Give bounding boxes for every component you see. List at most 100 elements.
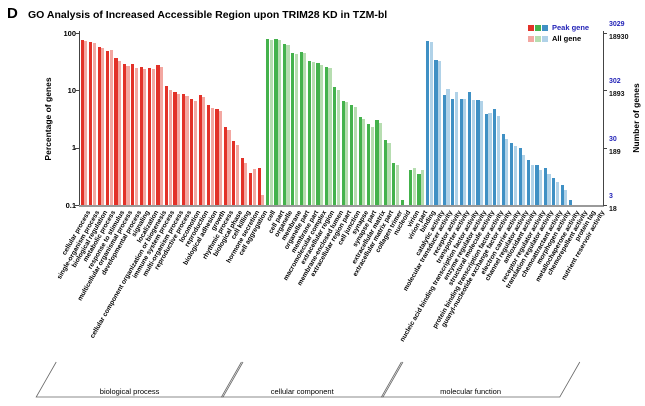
bar-peak-gene [156, 65, 160, 205]
bar-all-gene [294, 54, 298, 205]
bar-all-gene [564, 190, 568, 205]
bar-peak-gene [417, 173, 421, 205]
bar-peak-gene [468, 92, 472, 205]
bar-all-gene [370, 126, 374, 205]
bar-peak-gene [181, 93, 185, 205]
bar-peak-gene [451, 98, 455, 205]
bar-peak-gene [97, 46, 101, 205]
left-tick-label: 0.1 [65, 200, 76, 210]
bar-peak-gene [223, 126, 228, 205]
bar-peak-gene [400, 200, 404, 205]
group-label: biological process [99, 387, 160, 396]
bar-peak-gene [501, 134, 505, 205]
bar-peak-gene [232, 141, 236, 205]
bar-peak-gene [493, 108, 497, 205]
bar-all-gene [151, 68, 155, 205]
bar-all-gene [522, 154, 526, 205]
bar-all-gene [143, 68, 147, 205]
right-axis-title: Number of genes [631, 83, 641, 153]
bar-peak-gene [442, 95, 446, 205]
legend-row-all: All gene [528, 33, 589, 44]
left-tick-mark [75, 90, 79, 92]
bar-all-gene [496, 116, 501, 205]
bar-peak-gene [114, 58, 118, 205]
legend-swatch-peak [535, 24, 541, 31]
bar-all-gene [547, 173, 551, 205]
bar-peak-gene [282, 43, 286, 205]
bar-peak-gene [526, 160, 531, 205]
right-y-axis-line [603, 31, 604, 206]
left-axis-title: Percentage of genes [43, 77, 53, 161]
bar-peak-gene [375, 120, 379, 205]
bar-all-gene [345, 102, 349, 205]
right-tick-all-count: 189 [609, 148, 621, 156]
bar-peak-gene [358, 117, 362, 205]
bar-all-gene [168, 90, 172, 205]
bar-peak-gene [341, 101, 345, 205]
bar-all-gene [437, 60, 442, 205]
bar-all-gene [530, 164, 534, 205]
bar-all-gene [244, 162, 248, 205]
legend-swatch-peak [542, 24, 548, 31]
left-tick-label: 100 [63, 28, 76, 38]
right-tick-all-count: 1893 [609, 91, 625, 99]
bar-all-gene [362, 119, 366, 205]
left-tick-label: 10 [67, 85, 76, 95]
bar-peak-gene [510, 143, 514, 205]
bar-all-gene [429, 41, 433, 205]
bar-peak-gene [425, 40, 430, 205]
legend-swatch-all [535, 35, 541, 42]
bar-all-gene [109, 49, 113, 205]
bar-peak-gene [240, 158, 244, 205]
bar-peak-gene [366, 123, 371, 205]
bar-peak-gene [560, 185, 564, 205]
bar-all-gene [320, 64, 324, 205]
bar-peak-gene [543, 167, 547, 205]
bar-all-gene [84, 41, 88, 205]
bar-all-gene [286, 45, 290, 205]
bar-all-gene [378, 122, 383, 205]
bar-all-gene [92, 42, 96, 205]
bar-peak-gene [173, 91, 177, 205]
bar-all-gene [193, 101, 197, 205]
bar-peak-gene [350, 105, 354, 205]
bar-peak-gene [131, 64, 135, 205]
bar-peak-gene [89, 41, 93, 205]
right-tick-peak-count: 302 [609, 78, 621, 86]
bar-peak-gene [105, 51, 110, 205]
bar-all-gene [471, 100, 475, 205]
bar-peak-gene [569, 200, 573, 205]
bar-peak-gene [392, 162, 396, 205]
bar-peak-gene [249, 173, 253, 205]
bar-all-gene [328, 68, 332, 205]
bar-all-gene [160, 66, 164, 205]
bar-all-gene [421, 170, 425, 205]
bar-all-gene [303, 53, 307, 205]
bar-peak-gene [148, 67, 152, 205]
group-label: molecular function [440, 387, 502, 396]
bar-peak-gene [80, 40, 84, 205]
bar-peak-gene [190, 98, 194, 205]
bar-all-gene [480, 101, 484, 205]
bar-peak-gene [459, 98, 463, 205]
bar-all-gene [269, 39, 273, 205]
bar-all-gene [117, 60, 122, 205]
bar-all-gene [261, 194, 265, 205]
legend-label-peak-gene: Peak gene [552, 23, 590, 32]
bar-all-gene [227, 130, 231, 205]
bar-peak-gene [198, 95, 202, 205]
bar-peak-gene [476, 100, 480, 205]
right-tick-mark [603, 90, 607, 92]
bar-all-gene [513, 146, 517, 205]
bar-peak-gene [316, 62, 320, 205]
bar-peak-gene [333, 86, 337, 205]
bar-peak-gene [552, 177, 556, 205]
bar-all-gene [235, 145, 240, 205]
right-tick-peak-count: 3029 [609, 21, 625, 28]
bar-all-gene [412, 167, 416, 205]
right-tick-mark [603, 33, 607, 34]
legend-swatches-peak [528, 24, 549, 31]
bar-peak-gene [383, 140, 387, 205]
bar-all-gene [126, 65, 130, 205]
bar-all-gene [336, 90, 341, 205]
